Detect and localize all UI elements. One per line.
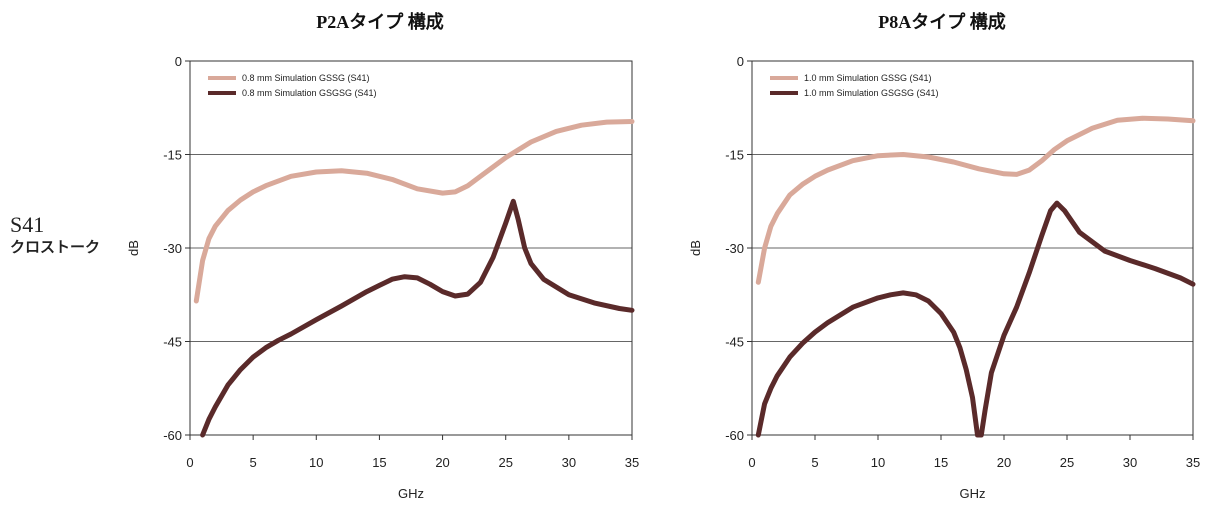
chart2-xtick-label: 20 [997, 455, 1011, 470]
chart1-xtick-label: 10 [309, 455, 323, 470]
chart1-ytick-label: -30 [163, 241, 182, 256]
chart2-ytick-label: -30 [725, 241, 744, 256]
chart2-series-1-line [755, 115, 1196, 285]
chart2-ytick-label: -15 [725, 148, 744, 163]
chart1-xtick-label: 30 [562, 455, 576, 470]
chart1-series-2-line [200, 198, 635, 438]
chart1-title: P2Aタイプ 構成 [316, 11, 444, 32]
chart1-xtick-label: 20 [435, 455, 449, 470]
chart2-xtick-label: 0 [748, 455, 755, 470]
chart2-legend-label-1: 1.0 mm Simulation GSSG (S41) [804, 73, 932, 83]
chart2-ytick-label: -60 [725, 428, 744, 443]
chart2-xlabel: GHz [960, 486, 986, 501]
row-label-sub: クロストーク [10, 240, 101, 256]
chart1-ylabel: dB [126, 240, 141, 256]
row-label: S41 クロストーク [10, 212, 100, 258]
chart1-xtick-label: 15 [372, 455, 386, 470]
row-label-main: S41 [10, 212, 45, 237]
chart2-legend-label-2: 1.0 mm Simulation GSGSG (S41) [804, 88, 939, 98]
chart1-legend-label-2: 0.8 mm Simulation GSGSG (S41) [242, 88, 377, 98]
chart2-xtick-label: 35 [1186, 455, 1200, 470]
chart2-ylabel: dB [688, 240, 703, 256]
chart1-ytick-label: -15 [163, 148, 182, 163]
chart2-series-2-line [755, 200, 1196, 438]
chart1-ytick-label: 0 [175, 54, 182, 69]
chart2-xtick-label: 25 [1060, 455, 1074, 470]
chart1-legend-label-1: 0.8 mm Simulation GSSG (S41) [242, 73, 370, 83]
chart2-xtick-label: 10 [871, 455, 885, 470]
chart2-xtick-label: 15 [934, 455, 948, 470]
chart1-xtick-label: 35 [625, 455, 639, 470]
chart1-xtick-label: 5 [250, 455, 257, 470]
chart1-ytick-label: -60 [163, 428, 182, 443]
chart1-xtick-label: 25 [498, 455, 512, 470]
chart2-title: P8Aタイプ 構成 [878, 11, 1006, 32]
chart2-ytick-label: -45 [725, 335, 744, 350]
chart1-xlabel: GHz [398, 486, 424, 501]
chart2-xtick-label: 5 [811, 455, 818, 470]
chart1-ytick-label: -45 [163, 335, 182, 350]
chart2-ytick-label: 0 [737, 54, 744, 69]
chart2-xtick-label: 30 [1123, 455, 1137, 470]
chart1-xtick-label: 0 [186, 455, 193, 470]
chart1-series-1-line [193, 119, 635, 304]
